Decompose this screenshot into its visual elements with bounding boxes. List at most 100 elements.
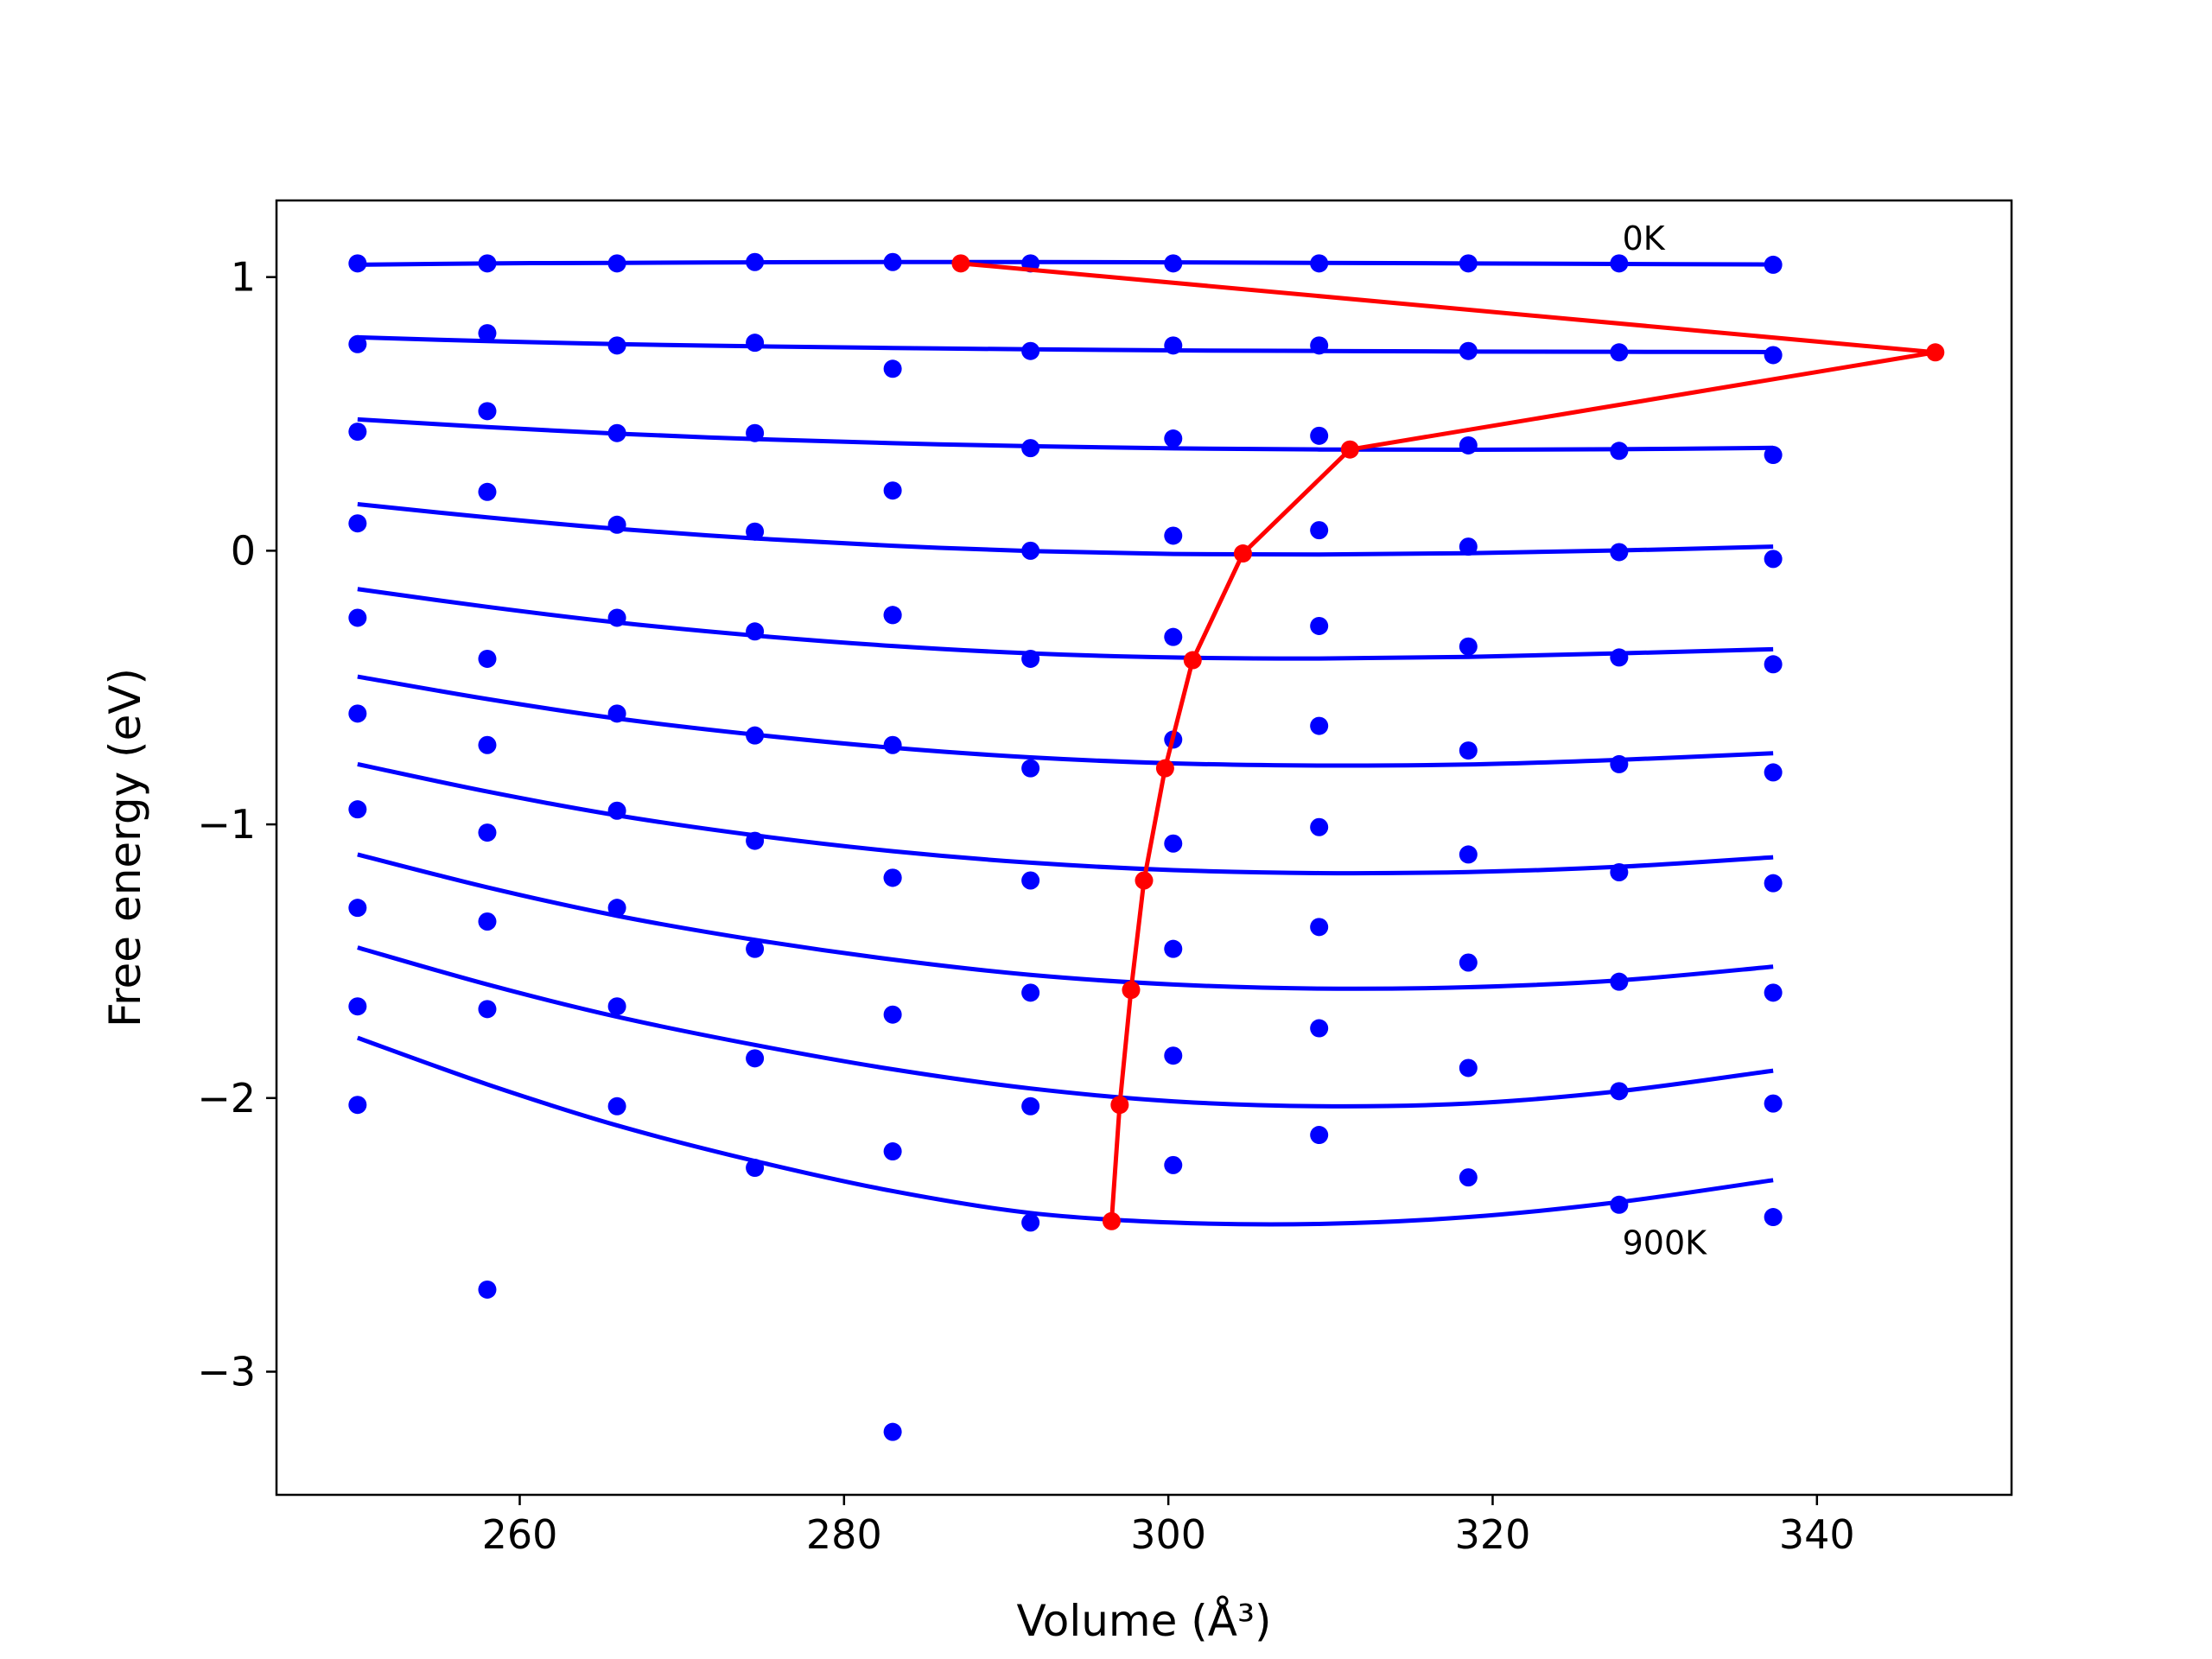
data-point	[478, 1280, 497, 1299]
data-point	[746, 522, 765, 541]
minima-point	[1155, 759, 1174, 778]
data-point	[1610, 1195, 1629, 1214]
data-point	[1164, 1155, 1183, 1174]
data-point	[348, 334, 367, 353]
data-point	[478, 823, 497, 842]
data-point	[348, 997, 367, 1016]
data-point	[607, 423, 626, 442]
data-point	[1164, 939, 1183, 958]
y-tick-label: −2	[197, 1075, 256, 1122]
data-point	[1610, 863, 1629, 881]
data-point	[746, 1159, 765, 1178]
data-point	[1310, 336, 1329, 355]
data-point	[1164, 254, 1183, 273]
data-point	[1610, 543, 1629, 562]
data-point	[607, 254, 626, 273]
data-point	[607, 997, 626, 1016]
data-point	[746, 939, 765, 958]
data-point	[607, 899, 626, 918]
data-point	[1764, 1094, 1783, 1113]
minima-curve	[951, 254, 1945, 1230]
data-point	[1610, 648, 1629, 667]
data-point	[1310, 616, 1329, 635]
minima-point	[1926, 343, 1945, 362]
data-point	[1021, 983, 1040, 1002]
annotation-label: 900K	[1623, 1224, 1708, 1262]
data-point	[883, 481, 902, 500]
x-tick-label: 260	[482, 1511, 558, 1558]
data-point	[1310, 1019, 1329, 1038]
data-point	[1459, 435, 1478, 454]
data-point	[478, 402, 497, 421]
minima-point	[951, 254, 970, 273]
y-tick-label: 1	[231, 254, 256, 301]
data-point	[1164, 526, 1183, 545]
data-point	[1459, 1058, 1478, 1077]
annotations: 0K 900K	[1623, 219, 1708, 1262]
data-point	[1610, 343, 1629, 362]
data-point	[1021, 439, 1040, 458]
data-point	[1459, 637, 1478, 656]
data-point	[883, 252, 902, 271]
minima-point	[1340, 440, 1359, 459]
data-point	[607, 336, 626, 355]
data-point	[1459, 845, 1478, 864]
data-point	[883, 868, 902, 887]
minima-point	[1102, 1211, 1121, 1230]
y-tick-label: 0	[231, 527, 256, 574]
data-point	[478, 912, 497, 931]
data-point	[478, 482, 497, 501]
fit-line-8	[357, 945, 1774, 1109]
data-point	[1764, 255, 1783, 274]
data-point	[746, 1049, 765, 1068]
data-point	[1764, 874, 1783, 893]
data-point	[1764, 550, 1783, 569]
minima-point	[1110, 1096, 1129, 1115]
minima-point	[1233, 544, 1252, 563]
y-tick-label: −1	[197, 801, 256, 848]
data-point	[1164, 429, 1183, 448]
data-point	[1764, 655, 1783, 674]
y-axis: 1 0 −1 −2 −3	[197, 254, 276, 1395]
fit-line-7	[357, 852, 1774, 991]
data-point	[1610, 972, 1629, 991]
data-point	[1164, 627, 1183, 646]
minima-line	[960, 261, 1938, 1222]
data-point	[1764, 1208, 1783, 1227]
data-point	[883, 1142, 902, 1161]
data-point	[478, 735, 497, 754]
data-point	[1610, 254, 1629, 273]
data-point	[1021, 541, 1040, 560]
data-point	[746, 423, 765, 442]
data-point	[1164, 834, 1183, 853]
data-point	[1459, 953, 1478, 972]
data-point	[1310, 817, 1329, 836]
data-point	[1764, 763, 1783, 782]
data-point	[1764, 346, 1783, 365]
data-point	[607, 1096, 626, 1116]
data-point	[348, 608, 367, 627]
data-point	[883, 606, 902, 625]
data-point	[607, 608, 626, 627]
x-axis: 260 280 300 320 340	[482, 1495, 1855, 1558]
data-point	[1610, 1082, 1629, 1101]
x-tick-label: 300	[1130, 1511, 1206, 1558]
minima-point	[1183, 651, 1202, 670]
data-point	[478, 1000, 497, 1019]
fit-line-9	[356, 1035, 1774, 1227]
data-point	[1459, 1168, 1478, 1187]
data-point	[348, 800, 367, 819]
data-point	[1764, 983, 1783, 1002]
fit-line-6	[357, 761, 1774, 876]
data-point	[348, 1096, 367, 1115]
data-point	[883, 735, 902, 754]
data-point	[1610, 754, 1629, 773]
y-tick-label: −3	[197, 1348, 256, 1395]
data-point	[478, 649, 497, 668]
data-point	[348, 704, 367, 723]
y-axis-title: Free energy (eV)	[100, 668, 150, 1027]
data-point	[348, 514, 367, 533]
data-point	[746, 622, 765, 641]
data-point	[348, 423, 367, 442]
